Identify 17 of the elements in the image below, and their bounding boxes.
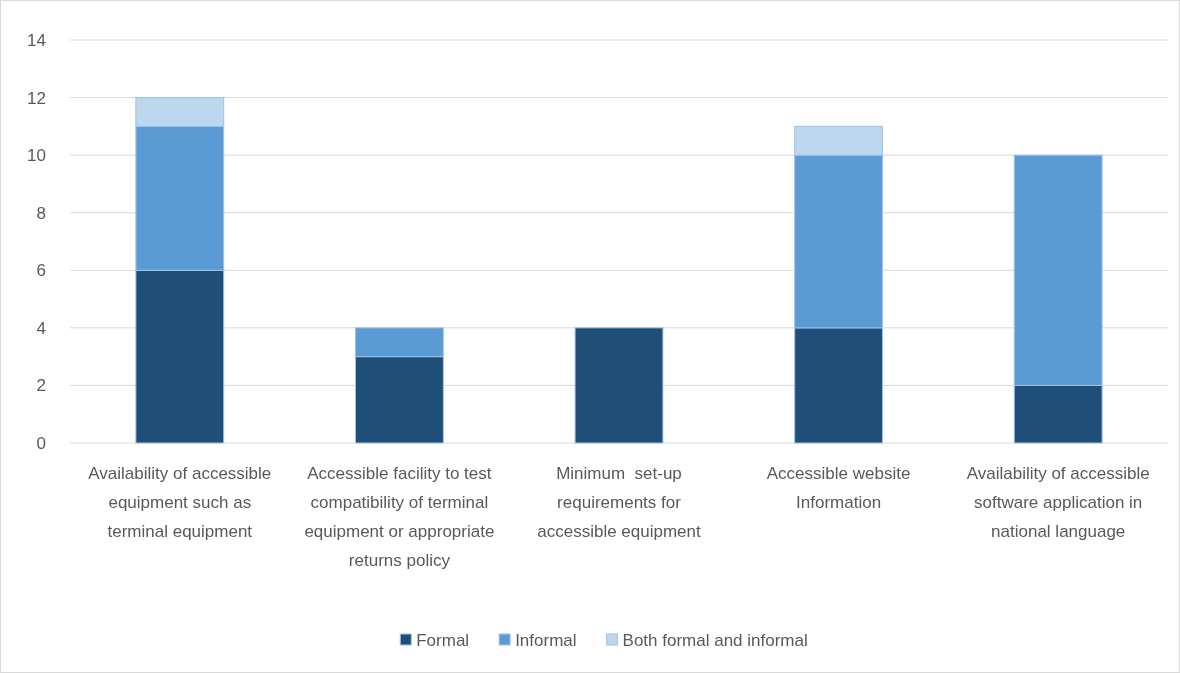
y-tick-label: 14 <box>27 30 46 50</box>
y-tick-label: 10 <box>27 146 46 166</box>
y-tick-label: 12 <box>27 88 46 108</box>
y-tick-label: 0 <box>36 433 46 453</box>
legend-label: Formal <box>416 630 470 650</box>
y-tick-label: 2 <box>36 376 46 396</box>
x-tick-label: Accessible website Information <box>766 464 911 512</box>
x-tick-label: Availability of accessible software application in national language <box>966 464 1150 541</box>
y-tick-label: 6 <box>36 261 46 281</box>
x-tick-label: Accessible facility to test compatibility of terminal equipment or appropriate returns policy <box>304 464 495 570</box>
x-tick-label: Availability of accessible equipment such as terminal equipment <box>88 464 272 541</box>
x-tick-label: Minimum set-up requirements for accessible equipment <box>537 464 702 541</box>
bar <box>574 327 664 444</box>
legend-label: Informal <box>515 630 577 650</box>
legend-label: Both formal and informal <box>622 630 808 650</box>
y-tick-label: 4 <box>36 318 46 338</box>
y-tick-label: 8 <box>36 203 46 223</box>
